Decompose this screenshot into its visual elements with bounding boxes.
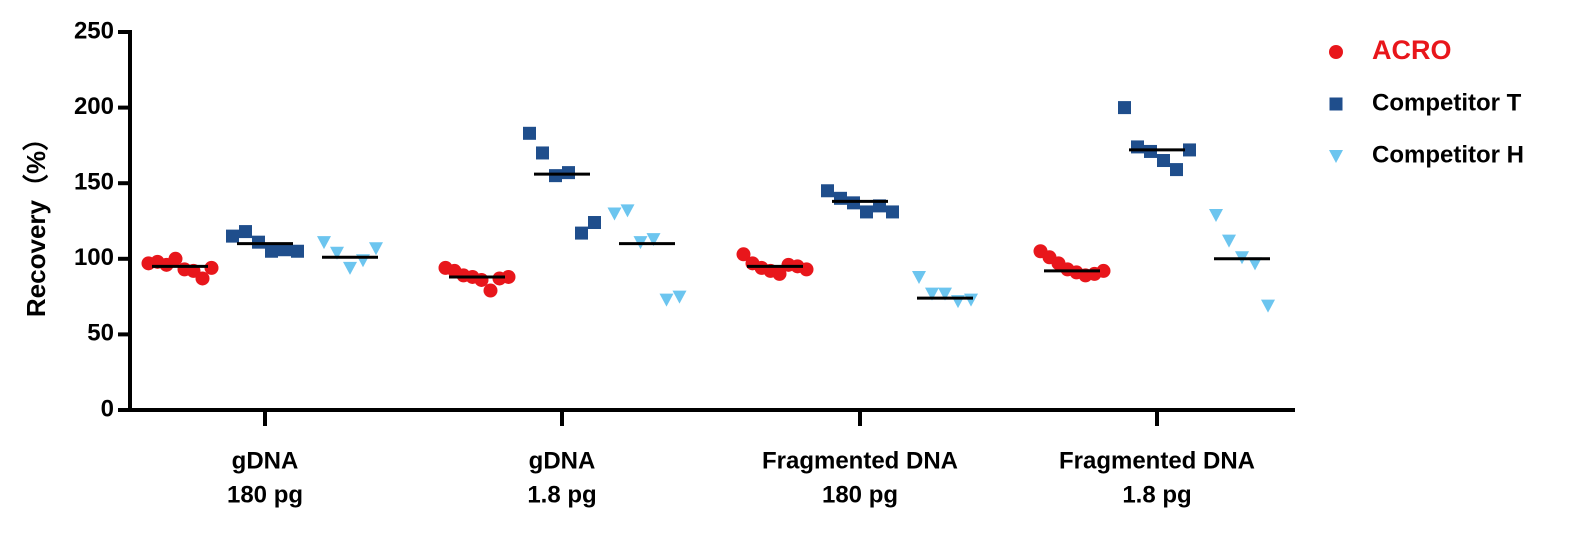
x-tick-label: 1.8 pg [527,481,596,508]
data-point [1183,143,1196,157]
x-tick-label: Fragmented DNA [1059,447,1255,474]
data-point [588,216,601,230]
data-point [799,262,814,277]
data-point [1118,101,1131,115]
x-tick-label: 180 pg [822,481,898,508]
data-point [1209,208,1223,222]
x-tick-label: 180 pg [227,481,303,508]
data-point [330,246,344,260]
data-point [226,229,239,243]
data-point [860,205,873,219]
data-point [523,126,536,140]
data-point [239,225,252,239]
x-tick-label: gDNA [232,447,299,474]
data-point [343,261,357,275]
data-point [607,207,622,221]
data-point [886,205,899,219]
data-point [265,244,278,258]
data-point [1096,263,1111,278]
data-point [1248,257,1262,271]
data-point [536,146,549,160]
y-tick-label: 250 [74,17,114,44]
data-point [501,269,516,284]
data-point [659,293,674,307]
data-point [1222,234,1236,248]
data-point [168,251,183,266]
data-point [562,166,575,180]
x-tick-label: gDNA [529,447,596,474]
data-point [1261,299,1275,313]
data-point [317,236,331,250]
data-point [912,270,926,284]
x-tick-label: 1.8 pg [1122,481,1191,508]
data-point [474,272,489,287]
data-point [1329,45,1343,59]
data-point [772,266,787,281]
data-point [204,260,219,275]
x-tick-label: Fragmented DNA [762,447,958,474]
data-point [736,247,751,262]
data-point [821,184,834,198]
data-point [1170,163,1183,177]
y-tick-label: 0 [101,395,114,422]
data-point [938,287,952,301]
y-tick-label: 150 [74,169,114,196]
y-tick-label: 200 [74,93,114,120]
data-point [1144,144,1157,158]
data-point [1329,150,1343,163]
data-point [834,191,847,205]
data-point [369,242,383,256]
data-point [672,290,687,304]
y-tick-label: 100 [74,244,114,271]
data-point [549,169,562,183]
data-point [278,243,291,257]
data-point [291,244,304,258]
data-point [1329,97,1343,111]
data-point [1157,154,1170,168]
data-point [252,235,265,249]
data-point [195,271,210,286]
legend-label: Competitor T [1372,89,1522,116]
data-point [847,196,860,210]
legend-label: Competitor H [1372,141,1524,168]
data-point [964,293,978,307]
y-tick-label: 50 [87,320,114,347]
data-point [925,287,939,301]
y-axis-label: Recovery（%） [21,125,51,317]
data-point [483,283,498,298]
data-point [1131,140,1144,154]
data-point [620,204,635,218]
legend-label: ACRO [1372,35,1452,65]
data-point [575,226,588,240]
data-point [646,233,661,247]
